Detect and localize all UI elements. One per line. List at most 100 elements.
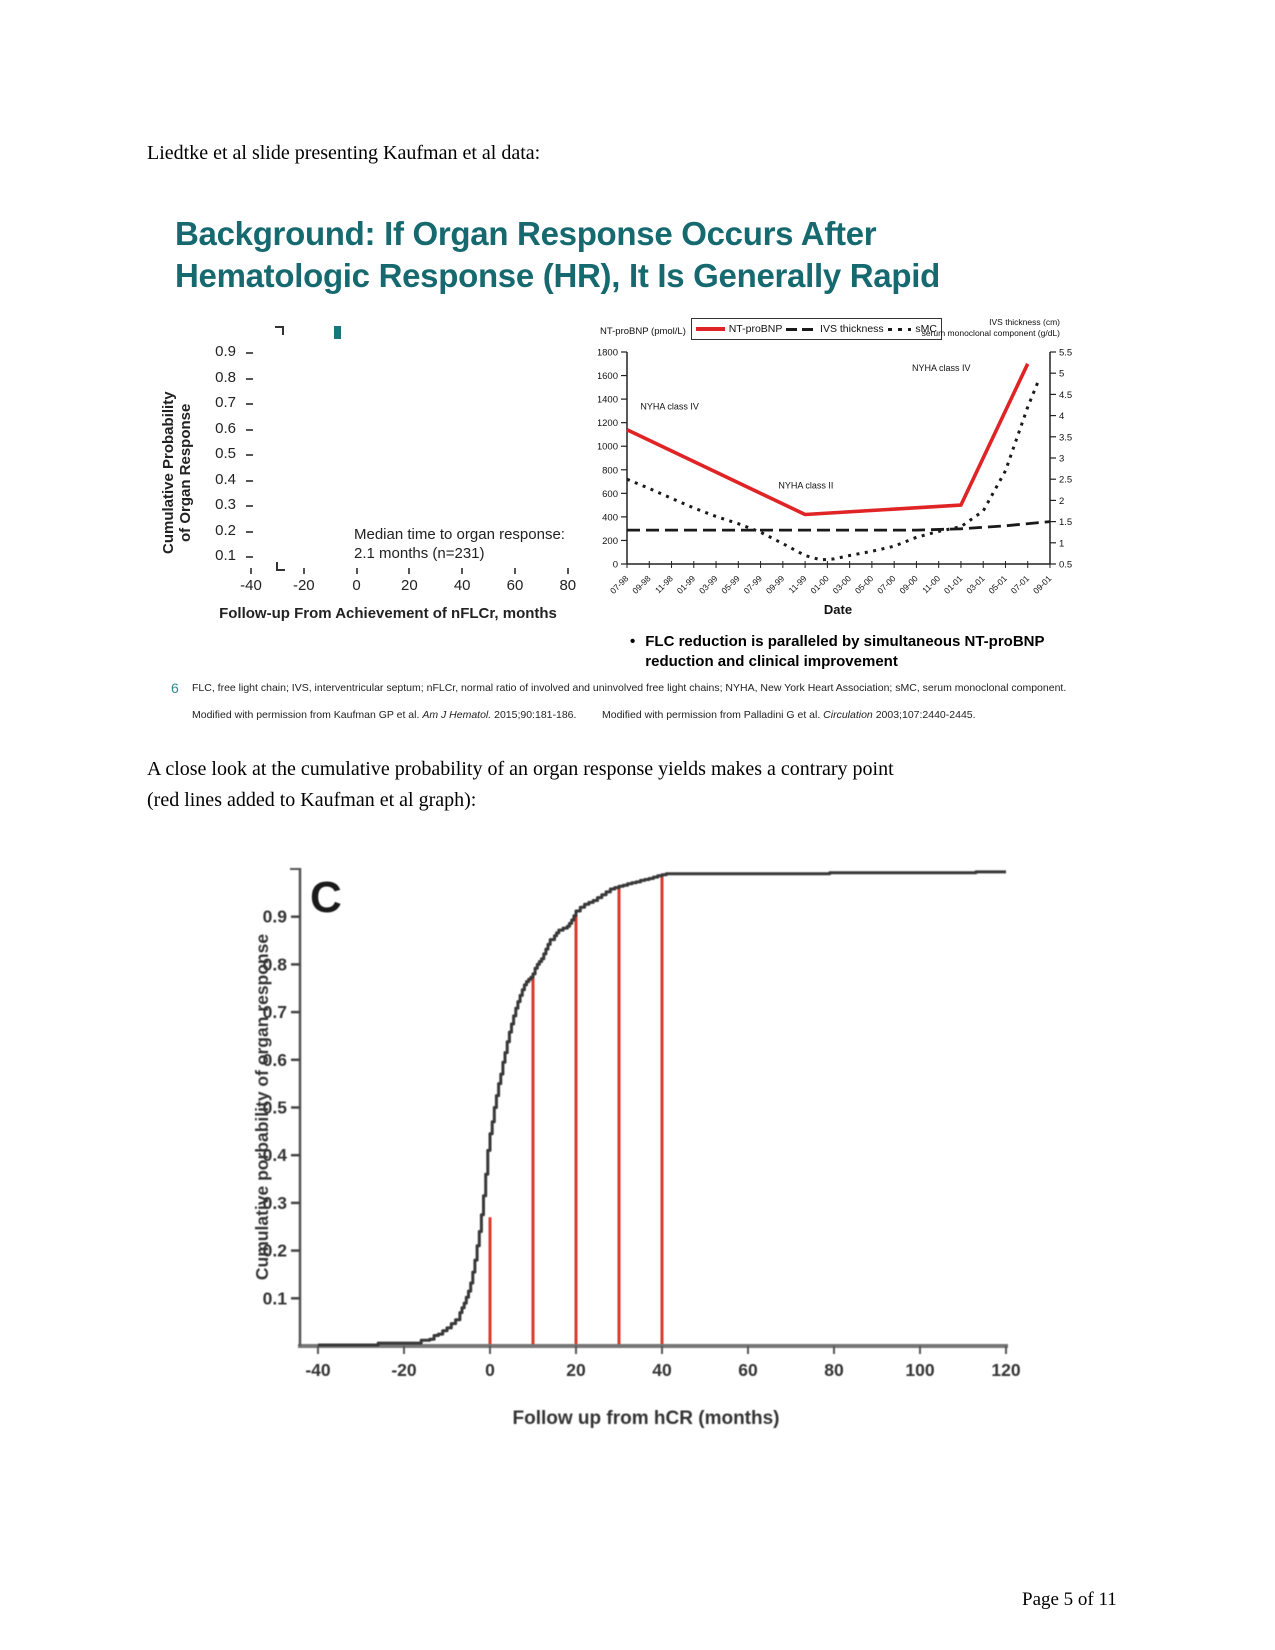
svg-text:1200: 1200 <box>598 418 618 429</box>
x-tick-label: -20 <box>292 577 315 594</box>
series-NT-proBNP <box>626 363 1030 517</box>
svg-text:0.3: 0.3 <box>263 1193 288 1213</box>
svg-text:0.1: 0.1 <box>263 1288 288 1308</box>
svg-text:80: 80 <box>824 1360 844 1380</box>
svg-text:800: 800 <box>602 465 618 476</box>
y-tick-label: 0.1 <box>215 547 236 564</box>
median-annotation: Median time to organ response: 2.1 month… <box>354 526 565 562</box>
svg-text:1000: 1000 <box>598 442 618 453</box>
svg-text:11-00: 11-00 <box>920 573 942 595</box>
slide-title: Background: If Organ Response Occurs Aft… <box>175 213 1075 297</box>
svg-text:0: 0 <box>613 560 618 571</box>
svg-text:07-98: 07-98 <box>608 573 631 596</box>
svg-text:0.7: 0.7 <box>263 1002 287 1022</box>
axis-remnant-bottom-corner <box>276 562 285 571</box>
body-paragraph: A close look at the cumulative probabili… <box>147 758 894 811</box>
x-tick-label: -40 <box>240 577 262 594</box>
x-tick-mark <box>461 568 464 574</box>
y-tick-mark <box>246 505 253 507</box>
panel-c-plot: 0.1 0.2 0.3 0.4 0.5 0.6 0.7 0.8 0.9 -40 -20 0 20 40 60… <box>252 868 1021 1429</box>
svg-text:3: 3 <box>1059 454 1064 465</box>
y-tick-mark <box>246 403 253 405</box>
series-sMC <box>626 379 1041 562</box>
nyha-annotation: NYHA class IV <box>640 402 699 412</box>
ntprobnp-line-sample <box>696 327 725 331</box>
svg-text:01-01: 01-01 <box>942 573 965 596</box>
x-tick-mark <box>250 568 252 574</box>
svg-text:400: 400 <box>602 512 618 523</box>
teal-remnant-mark <box>334 326 341 339</box>
svg-text:5.5: 5.5 <box>1059 348 1072 359</box>
bullet-text: FLC reduction is paralleled by simultane… <box>645 633 1045 670</box>
legend-ivs-label: IVS thickness <box>820 323 884 335</box>
svg-text:05-00: 05-00 <box>853 573 876 596</box>
kaufman-chart-erased: Cumulative Probability of Organ Response… <box>158 313 594 649</box>
svg-text:-20: -20 <box>391 1360 417 1380</box>
citation-palladini: Modified with permission from Palladini … <box>602 709 976 721</box>
svg-text:0.4: 0.4 <box>263 1145 288 1165</box>
svg-text:100: 100 <box>905 1360 934 1380</box>
x-tick-label: 0 <box>352 577 361 594</box>
slide-title-line2: Hematologic Response (HR), It Is General… <box>175 257 940 294</box>
y-tick-mark <box>246 454 253 456</box>
palladini-plot: 1800 1600 1400 1200 1000 800 600 400 200 0 5.5 5 4.5… <box>598 348 1072 618</box>
svg-text:60: 60 <box>738 1360 758 1380</box>
y-tick-label: 0.8 <box>215 368 236 386</box>
y-axis-label: Cumulative Probability of Organ Response <box>160 391 194 555</box>
svg-text:1800: 1800 <box>598 348 618 359</box>
svg-text:03-00: 03-00 <box>831 573 854 596</box>
svg-text:09-01: 09-01 <box>1031 573 1054 596</box>
citation-kaufman: Modified with permission from Kaufman GP… <box>192 709 577 721</box>
x-tick-label: 60 <box>506 577 524 594</box>
svg-text:120: 120 <box>991 1360 1020 1380</box>
svg-text:07-99: 07-99 <box>742 573 765 596</box>
x-axis-label: Follow-up From Achievement of nFLCr, mon… <box>219 605 557 622</box>
y-tick-label: 0.3 <box>215 496 236 513</box>
svg-text:200: 200 <box>602 536 618 547</box>
svg-text:0.2: 0.2 <box>263 1241 288 1261</box>
panel-label: C <box>310 873 342 922</box>
y-tick-mark <box>246 479 253 482</box>
nyha-annotation: NYHA class II <box>778 481 833 491</box>
chart-legend: NT-proBNP IVS thickness sMC <box>691 318 942 340</box>
svg-text:03-01: 03-01 <box>964 573 987 596</box>
right-axis-caption: IVS thickness (cm) serum monoclonal comp… <box>921 317 1060 338</box>
y-tick-mark <box>246 428 253 431</box>
svg-text:1.5: 1.5 <box>1059 517 1072 528</box>
x-tick-mark <box>566 568 569 574</box>
svg-text:4.5: 4.5 <box>1059 390 1072 401</box>
svg-text:2: 2 <box>1059 496 1064 507</box>
svg-text:2.5: 2.5 <box>1059 475 1072 486</box>
y-tick-label: 0.7 <box>215 394 236 411</box>
slide-number: 6 <box>171 680 179 696</box>
svg-text:01-00: 01-00 <box>808 573 831 596</box>
svg-text:0.5: 0.5 <box>263 1098 288 1118</box>
y-tick-mark <box>246 377 253 380</box>
svg-text:05-99: 05-99 <box>719 573 742 596</box>
y-tick-label: 0.2 <box>215 521 236 539</box>
svg-text:09-00: 09-00 <box>897 573 920 596</box>
left-axis-caption: NT-proBNP (pmol/L) <box>600 326 686 337</box>
svg-text:0: 0 <box>485 1360 495 1380</box>
x-tick-mark <box>355 568 358 574</box>
legend-smc-label: sMC <box>915 323 937 335</box>
panel-c-chart: 0.1 0.2 0.3 0.4 0.5 0.6 0.7 0.8 0.9 -40 -20 0 20 40 60… <box>246 856 1026 1476</box>
axis-remnant-top-corner <box>275 326 284 335</box>
svg-text:01-99: 01-99 <box>675 573 698 596</box>
page-number: Page 5 of 11 <box>1022 1589 1117 1610</box>
abbreviation-footnote: FLC, free light chain; IVS, interventric… <box>192 682 1067 694</box>
y-tick-mark <box>246 530 253 533</box>
svg-text:1600: 1600 <box>598 371 618 382</box>
ivs-line-sample <box>786 327 817 331</box>
y-axis-title: Cumulative porbability of organ response <box>252 934 272 1280</box>
series-IVS thickness <box>627 520 1051 532</box>
svg-text:05-01: 05-01 <box>986 573 1009 596</box>
x-tick-mark <box>408 568 411 574</box>
x-tick-label: 80 <box>559 577 577 594</box>
svg-text:07-01: 07-01 <box>1009 573 1032 596</box>
svg-text:1: 1 <box>1059 538 1064 549</box>
svg-text:0.9: 0.9 <box>263 907 288 927</box>
y-tick-mark <box>246 352 253 354</box>
legend-ntprobnp-label: NT-proBNP <box>728 323 783 335</box>
smc-line-sample <box>887 327 912 331</box>
